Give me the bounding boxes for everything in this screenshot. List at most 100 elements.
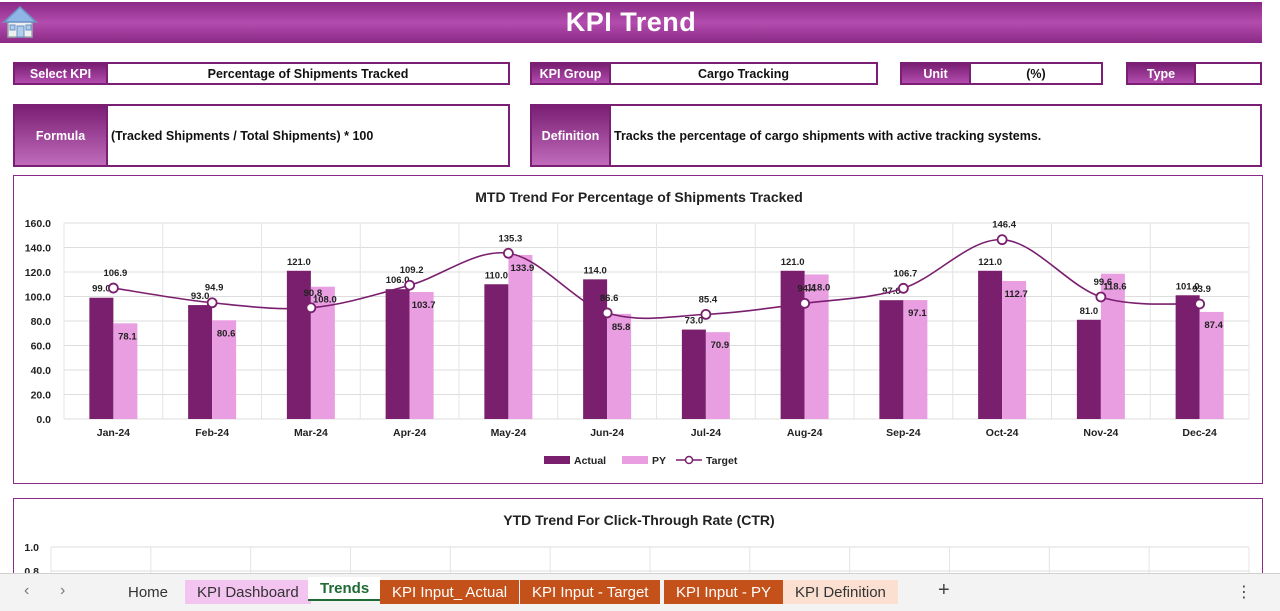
bar-actual-oct-24[interactable] xyxy=(978,270,1003,419)
data-label-py: 87.4 xyxy=(1204,320,1223,331)
data-label-actual: 99.0 xyxy=(92,284,111,295)
data-label-py: 133.9 xyxy=(510,263,534,274)
bar-actual-may-24[interactable] xyxy=(484,284,509,419)
bar-py-oct-24[interactable] xyxy=(1002,280,1027,419)
unit-label: Unit xyxy=(902,64,971,83)
data-label-actual: 121.0 xyxy=(781,257,805,268)
definition-value[interactable]: Tracks the percentage of cargo shipments… xyxy=(614,128,1042,143)
target-point-jun-24[interactable] xyxy=(601,307,613,319)
kpi-group-value[interactable]: Cargo Tracking xyxy=(698,66,789,81)
data-label-target: 86.6 xyxy=(600,293,619,304)
legend-label-py: PY xyxy=(652,455,666,467)
data-label-py: 78.1 xyxy=(118,331,137,342)
x-tick-label: Jul-24 xyxy=(691,427,722,439)
more-options-icon[interactable]: ⋮ xyxy=(1236,584,1252,601)
bar-actual-jan-24[interactable] xyxy=(89,297,114,419)
data-label-target: 90.8 xyxy=(304,288,323,299)
tab-kpi-input-py[interactable]: KPI Input - PY xyxy=(664,580,784,604)
data-label-py: 85.8 xyxy=(612,322,631,333)
bar-py-jun-24[interactable] xyxy=(607,313,632,419)
data-label-py: 118.6 xyxy=(1103,282,1126,293)
unit-field: Unit (%) xyxy=(900,62,1103,85)
legend-label-target: Target xyxy=(706,455,738,467)
kpi-group-field: KPI Group Cargo Tracking xyxy=(530,62,878,85)
bar-actual-aug-24[interactable] xyxy=(780,270,805,419)
bar-actual-nov-24[interactable] xyxy=(1076,319,1101,419)
legend-swatch-actual xyxy=(544,456,570,464)
data-label-actual: 101.0 xyxy=(1176,281,1200,292)
y-tick-label: 20.0 xyxy=(31,390,52,402)
target-point-may-24[interactable] xyxy=(502,247,514,259)
target-point-dec-24[interactable] xyxy=(1194,298,1206,310)
target-point-mar-24[interactable] xyxy=(305,302,317,314)
target-point-jan-24[interactable] xyxy=(107,282,119,294)
add-sheet-button[interactable]: + xyxy=(938,579,950,601)
target-point-feb-24[interactable] xyxy=(206,297,218,309)
data-label-target: 85.4 xyxy=(699,294,718,305)
x-tick-label: Feb-24 xyxy=(195,427,229,439)
bar-py-feb-24[interactable] xyxy=(212,320,237,419)
bar-actual-apr-24[interactable] xyxy=(385,289,410,419)
x-tick-label: Aug-24 xyxy=(787,427,823,439)
title-bar: KPI Trend xyxy=(0,2,1262,43)
bar-py-dec-24[interactable] xyxy=(1199,311,1224,419)
home-icon[interactable] xyxy=(2,4,38,40)
x-tick-label: Mar-24 xyxy=(294,427,328,439)
bar-actual-dec-24[interactable] xyxy=(1175,295,1200,419)
data-label-py: 118.0 xyxy=(807,282,830,293)
x-tick-label: Oct-24 xyxy=(986,427,1019,439)
x-tick-label: Jun-24 xyxy=(590,427,624,439)
bar-py-sep-24[interactable] xyxy=(903,300,928,419)
mtd-trend-chart[interactable]: MTD Trend For Percentage of Shipments Tr… xyxy=(13,175,1263,484)
y-tick-label: 80.0 xyxy=(31,316,52,328)
tab-trends[interactable]: Trends xyxy=(308,577,382,601)
target-point-nov-24[interactable] xyxy=(1095,291,1107,303)
sheet-tab-bar: ‹ › Home KPI Dashboard Trends KPI Input_ Ac… xyxy=(0,573,1280,611)
chevron-left-icon[interactable]: ‹ xyxy=(24,582,30,599)
data-label-py: 112.7 xyxy=(1005,289,1028,300)
select-kpi-dropdown[interactable]: Percentage of Shipments Tracked xyxy=(207,66,409,81)
data-label-actual: 121.0 xyxy=(287,257,311,268)
type-value[interactable] xyxy=(1196,64,1260,83)
data-label-actual: 114.0 xyxy=(584,265,607,276)
unit-value[interactable]: (%) xyxy=(1026,66,1046,81)
bar-py-aug-24[interactable] xyxy=(804,274,829,419)
tab-kpi-dashboard[interactable]: KPI Dashboard xyxy=(185,580,311,604)
bar-actual-jul-24[interactable] xyxy=(681,329,706,419)
y-tick-label: 160.0 xyxy=(25,218,51,230)
mtd-chart-svg: MTD Trend For Percentage of Shipments Tr… xyxy=(25,189,1250,467)
definition-label: Definition xyxy=(532,106,611,165)
target-point-jul-24[interactable] xyxy=(700,308,712,320)
data-label-actual: 106.0 xyxy=(386,275,410,286)
target-point-oct-24[interactable] xyxy=(996,234,1008,246)
data-label-target: 109.2 xyxy=(400,265,424,276)
bar-actual-feb-24[interactable] xyxy=(188,305,213,419)
tab-kpi-definition[interactable]: KPI Definition xyxy=(783,580,898,604)
y-tick-label: 60.0 xyxy=(31,341,52,353)
bar-py-may-24[interactable] xyxy=(508,254,533,419)
bar-py-jan-24[interactable] xyxy=(113,323,138,419)
formula-field: Formula (Tracked Shipments / Total Shipm… xyxy=(13,104,510,167)
tab-kpi-input-target[interactable]: KPI Input - Target xyxy=(520,580,661,604)
y-tick-label: 100.0 xyxy=(25,292,51,304)
y-tick-label: 120.0 xyxy=(25,267,51,279)
target-point-apr-24[interactable] xyxy=(404,279,416,291)
tab-kpi-input-actual[interactable]: KPI Input_ Actual xyxy=(380,580,520,604)
formula-value[interactable]: (Tracked Shipments / Total Shipments) * … xyxy=(111,128,374,143)
mtd-chart-title: MTD Trend For Percentage of Shipments Tr… xyxy=(475,189,803,205)
bar-actual-sep-24[interactable] xyxy=(879,300,904,419)
bar-py-apr-24[interactable] xyxy=(409,291,434,419)
chevron-right-icon[interactable]: › xyxy=(60,582,66,599)
kpi-group-label: KPI Group xyxy=(532,64,611,83)
ytd-chart-title: YTD Trend For Click-Through Rate (CTR) xyxy=(503,512,774,528)
bar-py-jul-24[interactable] xyxy=(705,332,730,419)
type-label: Type xyxy=(1128,64,1196,83)
target-point-aug-24[interactable] xyxy=(799,297,811,309)
x-tick-label: Nov-24 xyxy=(1083,427,1118,439)
target-point-sep-24[interactable] xyxy=(897,282,909,294)
y-tick-label: 0.0 xyxy=(36,414,51,426)
bar-actual-mar-24[interactable] xyxy=(286,270,311,419)
data-label-target: 94.9 xyxy=(205,283,224,294)
tab-home[interactable]: Home xyxy=(128,583,169,601)
data-label-target: 93.9 xyxy=(1192,284,1211,295)
